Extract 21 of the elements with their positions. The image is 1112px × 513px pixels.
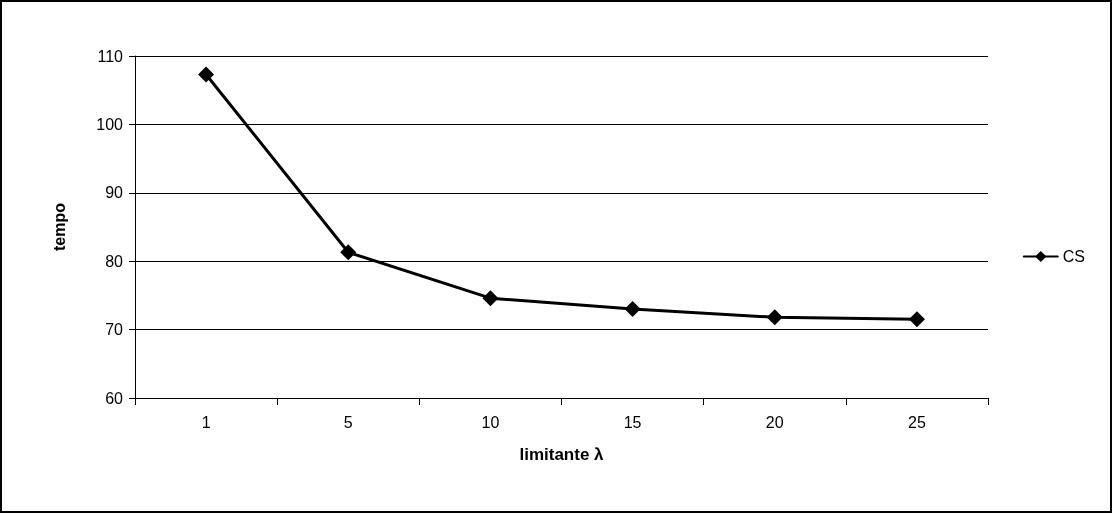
x-tick-label: 5: [343, 413, 353, 431]
point: [482, 290, 499, 307]
x-tick-label: 25: [908, 413, 926, 431]
point: [624, 301, 641, 318]
y-tick-label: 70: [105, 321, 124, 339]
point: [766, 309, 783, 326]
x-tick-label: 15: [623, 413, 642, 431]
y-tick-label: 90: [105, 184, 124, 202]
y-axis-title: tempo: [50, 202, 68, 251]
x-tick-label: 20: [765, 413, 784, 431]
y-tick-label: 100: [96, 115, 124, 133]
x-tick-label: 10: [481, 413, 500, 431]
x-axis-title: limitante λ: [519, 445, 605, 464]
y-tick-label: 80: [105, 252, 124, 270]
legend-label: CS: [1062, 248, 1086, 265]
point: [198, 66, 215, 83]
point: [908, 311, 925, 328]
point: [340, 244, 357, 261]
y-tick-label: 60: [105, 389, 124, 407]
y-tick-label: 110: [97, 47, 124, 65]
x-tick-label: 1: [201, 413, 211, 431]
